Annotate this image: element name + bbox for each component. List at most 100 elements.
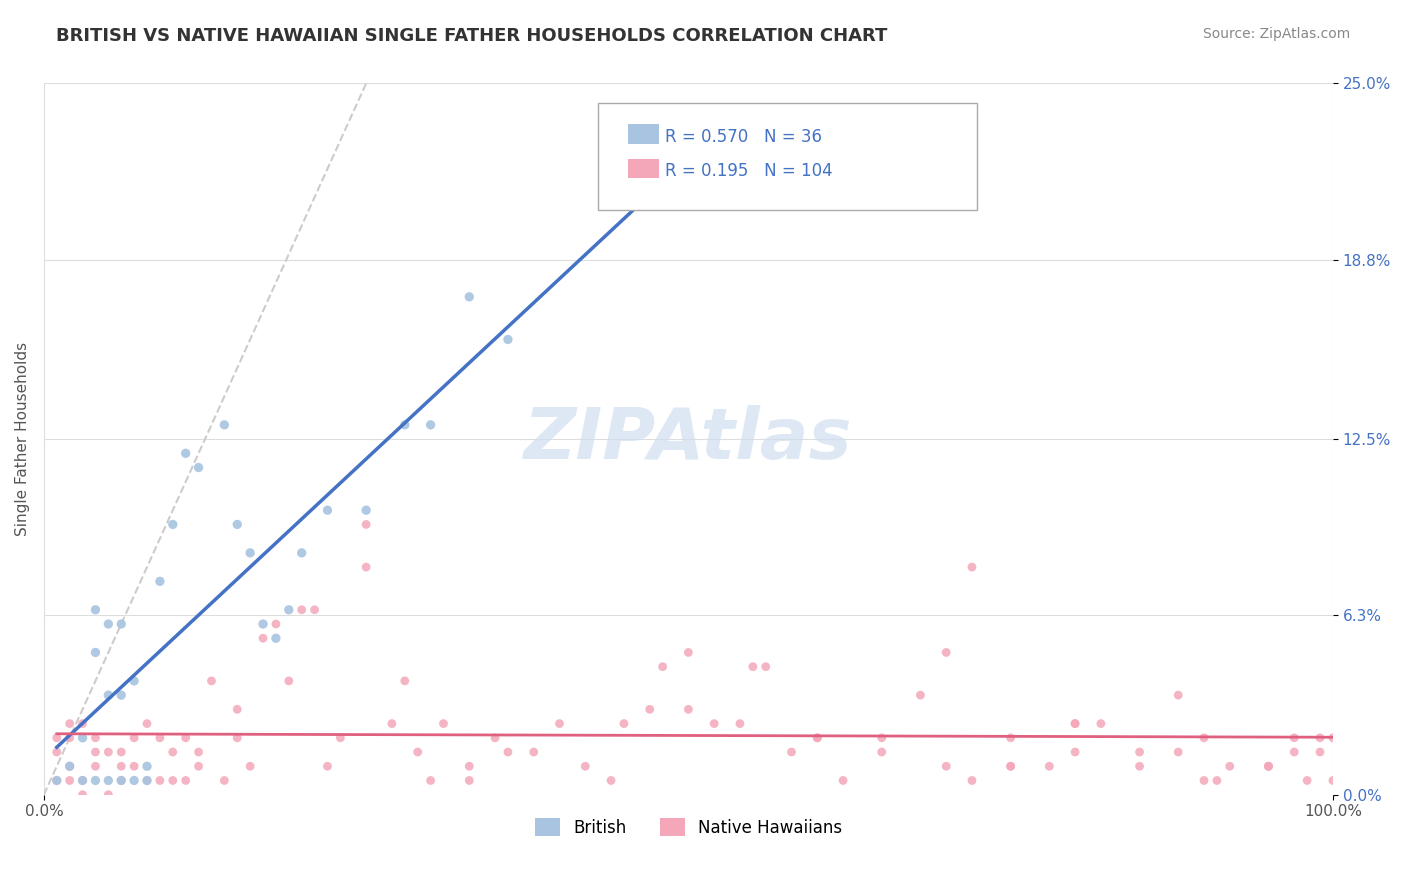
Point — [110, 759, 132, 773]
Point — [136, 773, 159, 788]
Point — [162, 745, 184, 759]
Point — [678, 702, 700, 716]
Point — [264, 632, 287, 646]
Point — [1064, 745, 1087, 759]
Point — [1284, 731, 1306, 745]
Point — [97, 773, 120, 788]
Point — [226, 517, 249, 532]
Point — [97, 745, 120, 759]
Point — [354, 560, 377, 574]
Point — [149, 731, 172, 745]
Point — [1038, 759, 1060, 773]
Point — [1257, 759, 1279, 773]
Point — [84, 731, 107, 745]
Point — [187, 745, 209, 759]
Point — [1000, 759, 1022, 773]
Point — [162, 517, 184, 532]
Point — [523, 745, 546, 759]
Point — [1257, 759, 1279, 773]
Point — [174, 773, 197, 788]
Point — [1000, 759, 1022, 773]
Point — [110, 773, 132, 788]
Point — [1296, 773, 1319, 788]
Point — [252, 617, 274, 632]
Point — [59, 773, 82, 788]
Point — [496, 333, 519, 347]
Point — [316, 759, 339, 773]
Point — [72, 773, 94, 788]
Point — [600, 773, 623, 788]
Text: ZIPAtlas: ZIPAtlas — [524, 405, 852, 474]
Point — [1322, 731, 1344, 745]
Point — [651, 176, 673, 190]
Y-axis label: Single Father Households: Single Father Households — [15, 342, 30, 536]
Point — [45, 745, 67, 759]
Point — [1205, 773, 1227, 788]
Point — [832, 773, 855, 788]
Point — [59, 759, 82, 773]
Point — [496, 745, 519, 759]
Point — [264, 617, 287, 632]
Point — [122, 773, 145, 788]
Point — [728, 716, 751, 731]
Point — [84, 759, 107, 773]
Point — [741, 659, 763, 673]
Point — [45, 773, 67, 788]
Point — [935, 759, 957, 773]
Point — [935, 645, 957, 659]
Point — [1090, 716, 1112, 731]
Text: R = 0.195   N = 104: R = 0.195 N = 104 — [665, 162, 832, 180]
Point — [329, 731, 352, 745]
Point — [174, 446, 197, 460]
Point — [1128, 759, 1150, 773]
Point — [381, 716, 404, 731]
Point — [59, 759, 82, 773]
Point — [458, 759, 481, 773]
Point — [72, 788, 94, 802]
Text: R = 0.570   N = 36: R = 0.570 N = 36 — [665, 128, 823, 145]
Point — [406, 745, 429, 759]
Point — [651, 659, 673, 673]
Point — [870, 731, 893, 745]
Point — [354, 503, 377, 517]
Point — [45, 773, 67, 788]
Point — [110, 688, 132, 702]
Point — [1219, 759, 1241, 773]
Text: Source: ZipAtlas.com: Source: ZipAtlas.com — [1202, 27, 1350, 41]
Point — [755, 659, 778, 673]
Point — [574, 759, 596, 773]
Point — [110, 617, 132, 632]
Point — [122, 759, 145, 773]
Point — [678, 645, 700, 659]
Point — [226, 702, 249, 716]
Point — [174, 731, 197, 745]
Point — [419, 417, 441, 432]
Point — [149, 773, 172, 788]
Point — [214, 417, 236, 432]
Point — [149, 574, 172, 589]
Point — [458, 773, 481, 788]
Point — [59, 731, 82, 745]
Point — [1128, 745, 1150, 759]
Point — [960, 560, 983, 574]
Point — [419, 773, 441, 788]
Point — [1192, 773, 1215, 788]
Point — [806, 731, 828, 745]
Point — [394, 417, 416, 432]
Point — [277, 673, 299, 688]
Point — [1167, 745, 1189, 759]
Point — [458, 290, 481, 304]
Point — [97, 617, 120, 632]
Point — [84, 645, 107, 659]
Point — [354, 517, 377, 532]
Point — [291, 603, 314, 617]
Point — [110, 773, 132, 788]
Point — [432, 716, 454, 731]
Point — [59, 716, 82, 731]
Point — [1000, 731, 1022, 745]
Point — [960, 773, 983, 788]
Point — [304, 603, 326, 617]
Point — [1309, 745, 1331, 759]
Point — [45, 731, 67, 745]
Legend: British, Native Hawaiians: British, Native Hawaiians — [529, 812, 849, 843]
